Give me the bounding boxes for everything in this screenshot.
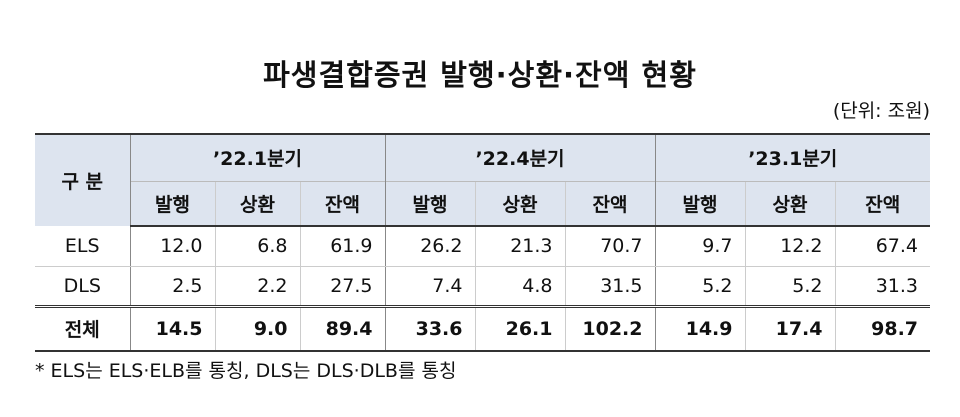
- cell-value: 67.4: [834, 226, 931, 267]
- cell-value: 31.3: [834, 266, 931, 307]
- cell-value: 5.2: [744, 266, 835, 307]
- unit-note: (단위: 조원): [832, 100, 930, 122]
- cell-value: 70.7: [564, 226, 655, 267]
- cell-value: 9.0: [214, 304, 300, 352]
- cell-value: 6.8: [214, 226, 300, 267]
- cell-value: 14.9: [654, 304, 745, 352]
- cell-value: 31.5: [564, 266, 655, 307]
- cell-value: 27.5: [299, 266, 385, 307]
- row-label: ELS: [35, 226, 130, 267]
- sub-header: 발행: [129, 180, 215, 227]
- cell-value: 2.5: [129, 266, 215, 307]
- sub-header: 발행: [384, 180, 475, 227]
- cell-value: 12.0: [129, 226, 215, 267]
- cell-value: 21.3: [474, 226, 565, 267]
- sub-header: 상환: [744, 180, 835, 227]
- table-row: ELS 12.0 6.8 61.9 26.2 21.3 70.7 9.7 12.2 67.4: [35, 226, 931, 267]
- cell-value: 89.4: [299, 304, 385, 352]
- group-header: ’22.1분기: [129, 133, 385, 181]
- sub-header-row: 발행 상환 잔액 발행 상환 잔액 발행 상환 잔액: [35, 180, 931, 227]
- cell-value: 26.2: [384, 226, 475, 267]
- cell-value: 61.9: [299, 226, 385, 267]
- cell-value: 102.2: [564, 304, 655, 352]
- cell-value: 12.2: [744, 226, 835, 267]
- group-header: ’23.1분기: [654, 133, 931, 181]
- cell-value: 7.4: [384, 266, 475, 307]
- group-header: ’22.4분기: [384, 133, 655, 181]
- sub-header: 상환: [474, 180, 565, 227]
- summary-table: 구 분 ’22.1분기 ’22.4분기 ’23.1분기 발행 상환 잔액 발행 상환 잔액 발행…: [35, 133, 931, 352]
- table-row: 전체 14.5 9.0 89.4 33.6 26.1 102.2 14.9 17.4 98.7: [35, 304, 931, 352]
- cell-value: 5.2: [654, 266, 745, 307]
- sub-header: 상환: [214, 180, 300, 227]
- group-header-row: 구 분 ’22.1분기 ’22.4분기 ’23.1분기: [35, 133, 931, 226]
- row-label: DLS: [35, 266, 130, 307]
- corner-header: 구 분: [35, 133, 130, 226]
- table-row: DLS 2.5 2.2 27.5 7.4 4.8 31.5 5.2 5.2 31.3: [35, 266, 931, 307]
- footnote: * ELS는 ELS·ELB를 통칭, DLS는 DLS·DLB를 통칭: [35, 360, 457, 382]
- sub-header: 잔액: [564, 180, 655, 227]
- cell-value: 9.7: [654, 226, 745, 267]
- sub-header: 잔액: [834, 180, 931, 227]
- cell-value: 4.8: [474, 266, 565, 307]
- cell-value: 26.1: [474, 304, 565, 352]
- cell-value: 33.6: [384, 304, 475, 352]
- row-label: 전체: [35, 304, 130, 352]
- cell-value: 17.4: [744, 304, 835, 352]
- title: 파생결합증권 발행·상환·잔액 현황: [263, 58, 697, 92]
- cell-value: 98.7: [834, 304, 931, 352]
- sub-header: 발행: [654, 180, 745, 227]
- sub-header: 잔액: [299, 180, 385, 227]
- table-body: ELS 12.0 6.8 61.9 26.2 21.3 70.7 9.7 12.2 67.4 DLS…: [35, 226, 931, 352]
- cell-value: 14.5: [129, 304, 215, 352]
- cell-value: 2.2: [214, 266, 300, 307]
